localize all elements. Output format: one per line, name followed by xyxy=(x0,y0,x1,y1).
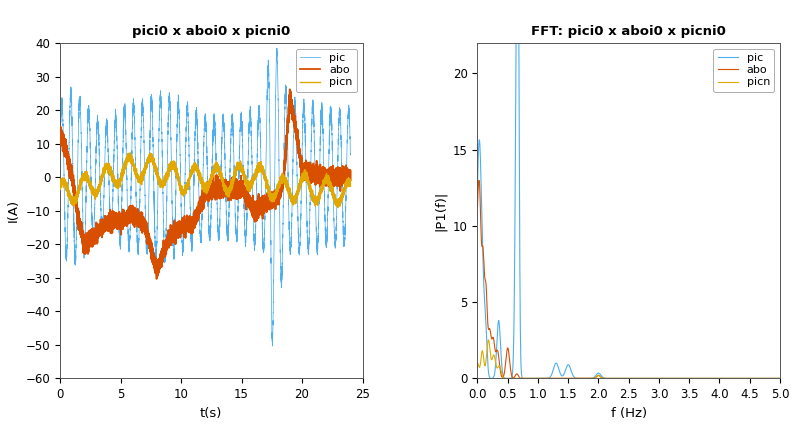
abo xyxy=(240,190,250,195)
abo xyxy=(227,187,237,192)
picn xyxy=(126,150,135,155)
pic xyxy=(687,376,697,381)
picn xyxy=(528,376,538,381)
Line: pic: pic xyxy=(478,0,780,378)
pic xyxy=(654,376,664,381)
X-axis label: f (Hz): f (Hz) xyxy=(610,407,647,420)
pic xyxy=(55,154,65,159)
pic xyxy=(588,375,598,381)
Line: picn: picn xyxy=(478,340,780,378)
X-axis label: t(s): t(s) xyxy=(200,407,222,420)
picn xyxy=(698,376,708,381)
picn xyxy=(70,200,79,205)
abo xyxy=(664,376,674,381)
abo xyxy=(670,376,679,381)
picn xyxy=(286,196,296,201)
abo xyxy=(722,376,731,381)
pic xyxy=(670,376,679,381)
pic xyxy=(270,116,280,121)
picn xyxy=(240,173,250,178)
picn xyxy=(227,181,237,186)
pic xyxy=(70,249,79,254)
pic xyxy=(698,376,708,381)
picn xyxy=(473,360,482,366)
picn xyxy=(346,181,355,186)
pic xyxy=(227,113,237,118)
abo xyxy=(270,201,280,206)
Line: picn: picn xyxy=(60,153,350,208)
Title: FFT: pici0 x aboi0 x picni0: FFT: pici0 x aboi0 x picni0 xyxy=(531,25,726,38)
abo xyxy=(152,276,162,282)
picn xyxy=(160,181,170,186)
picn xyxy=(55,183,65,188)
Line: abo: abo xyxy=(60,89,350,279)
pic xyxy=(346,151,355,157)
abo xyxy=(698,376,708,381)
Title: pici0 x aboi0 x picni0: pici0 x aboi0 x picni0 xyxy=(132,25,290,38)
pic xyxy=(272,46,282,51)
pic xyxy=(722,376,731,381)
picn xyxy=(654,376,664,381)
abo xyxy=(346,177,355,182)
abo xyxy=(775,376,785,381)
abo xyxy=(588,376,598,381)
pic xyxy=(528,376,538,381)
Legend: pic, abo, picn: pic, abo, picn xyxy=(296,49,357,92)
picn xyxy=(664,376,674,381)
picn xyxy=(270,194,280,200)
picn xyxy=(722,376,731,381)
abo xyxy=(286,100,296,105)
abo xyxy=(528,376,538,381)
pic xyxy=(267,344,277,349)
abo xyxy=(160,243,170,249)
pic xyxy=(286,241,296,246)
picn xyxy=(484,338,494,343)
Y-axis label: I(A): I(A) xyxy=(7,199,20,222)
abo xyxy=(55,132,65,138)
abo xyxy=(285,87,294,92)
abo xyxy=(654,376,664,381)
pic xyxy=(473,183,482,188)
pic xyxy=(160,255,170,260)
picn xyxy=(775,376,785,381)
Y-axis label: |P1(f)|: |P1(f)| xyxy=(434,190,447,231)
abo xyxy=(473,205,482,210)
Line: pic: pic xyxy=(60,48,350,346)
pic xyxy=(240,220,250,225)
pic xyxy=(775,376,785,381)
picn xyxy=(333,205,342,210)
abo xyxy=(70,195,79,200)
picn xyxy=(588,376,598,381)
Legend: pic, abo, picn: pic, abo, picn xyxy=(714,49,774,92)
abo xyxy=(474,178,484,183)
picn xyxy=(670,376,679,381)
Line: abo: abo xyxy=(478,180,780,378)
